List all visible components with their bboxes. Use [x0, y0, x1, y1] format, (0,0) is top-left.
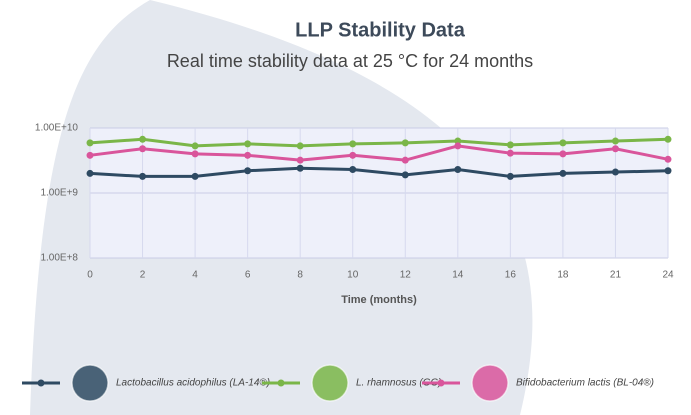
x-tick-label: 21 [610, 270, 622, 281]
y-tick-label: 1.00E+8 [40, 253, 78, 264]
x-tick-label: 12 [400, 270, 412, 281]
data-point [612, 145, 619, 152]
data-point [349, 166, 356, 173]
data-point [87, 170, 94, 177]
chart-title: LLP Stability Data [295, 19, 466, 41]
data-point [192, 142, 199, 149]
y-tick-label: 1.00E+9 [40, 188, 78, 199]
data-point [665, 136, 672, 143]
data-point [612, 138, 619, 145]
data-point [139, 145, 146, 152]
data-point [244, 167, 251, 174]
x-tick-label: 18 [557, 270, 569, 281]
data-point [507, 150, 514, 157]
x-tick-label: 0 [87, 270, 93, 281]
legend-marker [38, 380, 45, 387]
data-point [454, 142, 461, 149]
data-point [559, 170, 566, 177]
x-tick-label: 8 [297, 270, 303, 281]
data-point [297, 157, 304, 164]
data-point [192, 173, 199, 180]
x-tick-label: 10 [347, 270, 359, 281]
y-tick-label: 1.00E+10 [35, 123, 79, 134]
data-point [665, 156, 672, 163]
data-point [454, 166, 461, 173]
data-point [297, 165, 304, 172]
data-point [244, 140, 251, 147]
chart-subtitle: Real time stability data at 25 °C for 24… [167, 51, 533, 71]
page: {"chart_data": {"type": "line", "title":… [0, 0, 691, 415]
data-point [402, 171, 409, 178]
x-tick-label: 14 [452, 270, 464, 281]
x-tick-label: 6 [245, 270, 251, 281]
data-point [349, 152, 356, 159]
data-point [349, 140, 356, 147]
x-axis-label: Time (months) [341, 294, 417, 306]
legend-label: Lactobacillus acidophilus (LA-14®) [116, 378, 270, 389]
data-point [139, 136, 146, 143]
data-point [559, 139, 566, 146]
data-point [87, 139, 94, 146]
data-point [665, 167, 672, 174]
data-point [297, 142, 304, 149]
chart: LLP Stability Data Real time stability d… [0, 0, 691, 415]
x-tick-label: 16 [505, 270, 517, 281]
data-point [559, 150, 566, 157]
data-point [507, 141, 514, 148]
data-point [507, 173, 514, 180]
legend-marker [438, 380, 445, 387]
legend-marker [278, 380, 285, 387]
data-point [244, 152, 251, 159]
data-point [612, 169, 619, 176]
x-tick-label: 4 [192, 270, 198, 281]
x-tick-label: 2 [140, 270, 146, 281]
data-point [139, 173, 146, 180]
data-point [402, 139, 409, 146]
data-point [87, 152, 94, 159]
data-point [192, 150, 199, 157]
data-point [402, 157, 409, 164]
legend-label: Bifidobacterium lactis (BL-04®) [516, 378, 654, 389]
x-tick-label: 24 [662, 270, 674, 281]
